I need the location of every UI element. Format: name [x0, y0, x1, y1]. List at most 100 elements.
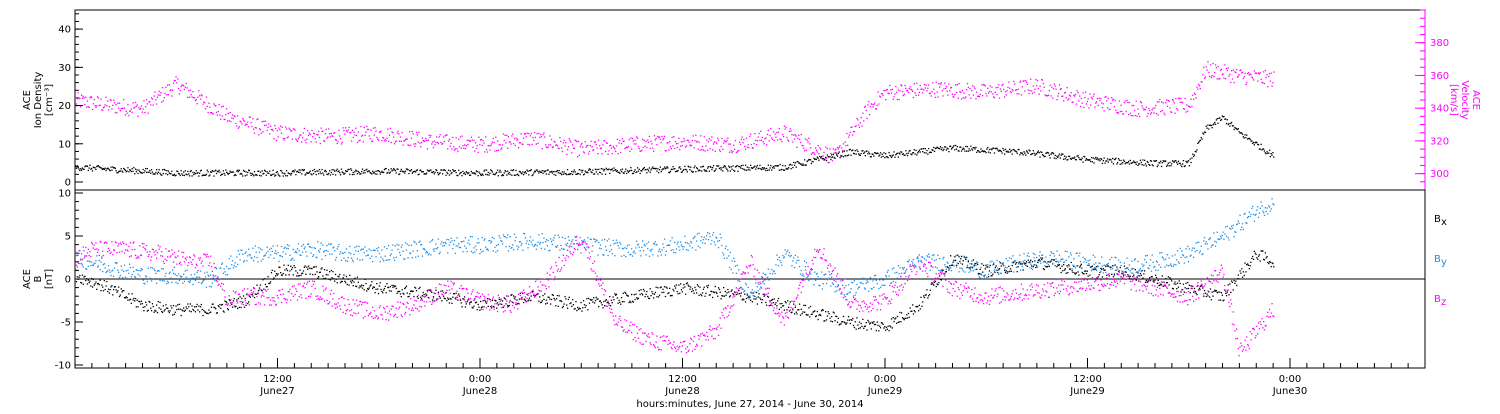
bx-point [1137, 272, 1138, 273]
density-point [921, 148, 922, 149]
velocity-point [985, 93, 986, 94]
velocity-point [827, 148, 828, 149]
top-right-ylabel: ACE Velocity [km/s] [1448, 80, 1481, 119]
velocity-point [402, 145, 403, 146]
density-point [314, 169, 315, 170]
by-point [171, 282, 172, 283]
bx-point [999, 268, 1000, 269]
bx-point [277, 275, 278, 276]
density-point [1004, 153, 1005, 154]
density-point [452, 169, 453, 170]
density-point [771, 170, 772, 171]
velocity-point [1223, 77, 1224, 78]
velocity-point [205, 108, 206, 109]
bx-point [363, 285, 364, 286]
bx-point [1169, 284, 1170, 285]
density-point [386, 168, 387, 169]
density-point [284, 173, 285, 174]
by-point [210, 275, 211, 276]
density-point [1261, 144, 1262, 145]
bx-point [87, 283, 88, 284]
velocity-point [334, 132, 335, 133]
bx-point [1120, 267, 1121, 268]
density-point [369, 170, 370, 171]
velocity-point [681, 141, 682, 142]
bx-point [102, 287, 103, 288]
density-point [742, 165, 743, 166]
by-point [196, 276, 197, 277]
velocity-point [357, 142, 358, 143]
velocity-point [839, 147, 840, 148]
bx-point [1242, 277, 1243, 278]
by-point [516, 245, 517, 246]
bx-point [231, 304, 232, 305]
velocity-point [1012, 90, 1013, 91]
bx-point [885, 330, 886, 331]
density-point [1067, 159, 1068, 160]
velocity-point [663, 138, 664, 139]
bx-point [1072, 272, 1073, 273]
velocity-point [1102, 107, 1103, 108]
density-point [1093, 162, 1094, 163]
velocity-point [137, 116, 138, 117]
density-point [291, 173, 292, 174]
velocity-point [783, 136, 784, 137]
velocity-point [1205, 76, 1206, 77]
bx-point [1228, 294, 1229, 295]
bx-point [1086, 273, 1087, 274]
by-point [278, 261, 279, 262]
velocity-point [204, 102, 205, 103]
bx-point [176, 309, 177, 310]
by-point [362, 259, 363, 260]
density-point [269, 170, 270, 171]
density-point [880, 152, 881, 153]
velocity-point [793, 135, 794, 136]
density-point [588, 170, 589, 171]
velocity-point [424, 141, 425, 142]
density-point [407, 169, 408, 170]
density-point [631, 170, 632, 171]
velocity-point [841, 147, 842, 148]
density-point [745, 165, 746, 166]
velocity-point [167, 85, 168, 86]
bx-point [121, 291, 122, 292]
by-point [312, 256, 313, 257]
density-point [561, 174, 562, 175]
density-point [484, 169, 485, 170]
bx-point [174, 314, 175, 315]
bx-point [232, 307, 233, 308]
velocity-point [163, 100, 164, 101]
by-point [439, 253, 440, 254]
bx-point [1175, 284, 1176, 285]
velocity-point [551, 139, 552, 140]
bx-point [335, 274, 336, 275]
velocity-point [310, 141, 311, 142]
density-point [91, 168, 92, 169]
density-point [656, 170, 657, 171]
density-point [1103, 160, 1104, 161]
bx-point [240, 296, 241, 297]
velocity-point [1031, 90, 1032, 91]
bx-point [1016, 262, 1017, 263]
bx-point [809, 316, 810, 317]
density-point [1133, 160, 1134, 161]
bx-point [927, 297, 928, 298]
velocity-point [93, 103, 94, 104]
velocity-point [1240, 69, 1241, 70]
velocity-point [760, 131, 761, 132]
density-point [159, 173, 160, 174]
velocity-point [801, 134, 802, 135]
velocity-point [1079, 95, 1080, 96]
bx-point [683, 287, 684, 288]
velocity-point [1206, 66, 1207, 67]
density-point [608, 169, 609, 170]
density-point [595, 169, 596, 170]
bx-point [718, 287, 719, 288]
velocity-point [796, 135, 797, 136]
density-point [785, 165, 786, 166]
velocity-point [479, 144, 480, 145]
density-point [700, 166, 701, 167]
velocity-point [1107, 107, 1108, 108]
velocity-point [433, 147, 434, 148]
velocity-point [359, 140, 360, 141]
